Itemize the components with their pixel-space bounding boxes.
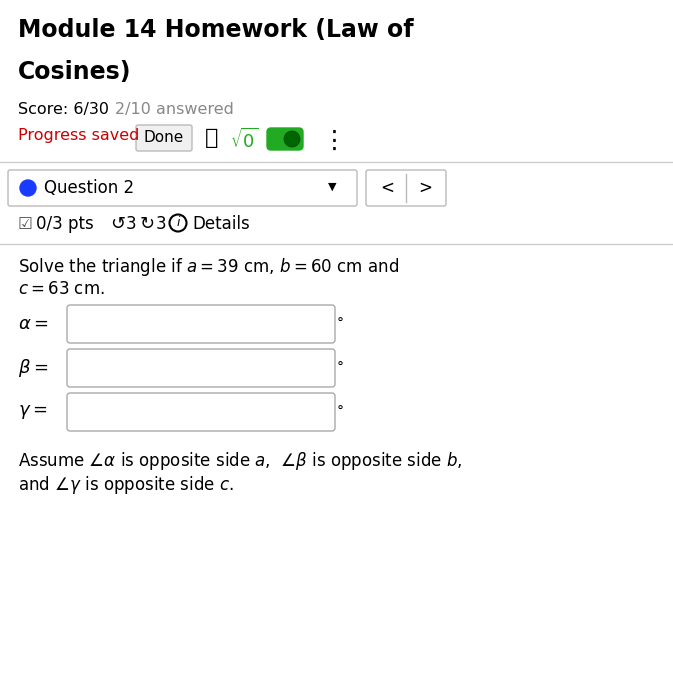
Text: >: >: [418, 179, 432, 197]
Text: 3: 3: [126, 215, 137, 233]
Text: $c = 63$ cm.: $c = 63$ cm.: [18, 280, 105, 298]
Circle shape: [20, 180, 36, 196]
Text: i: i: [176, 216, 180, 230]
Text: Solve the triangle if $a = 39$ cm, $b = 60$ cm and: Solve the triangle if $a = 39$ cm, $b = …: [18, 256, 399, 278]
FancyBboxPatch shape: [8, 170, 357, 206]
Text: 3: 3: [156, 215, 167, 233]
FancyBboxPatch shape: [67, 305, 335, 343]
Text: °: °: [337, 317, 344, 331]
FancyBboxPatch shape: [267, 128, 303, 150]
Text: Question 2: Question 2: [44, 179, 134, 197]
Text: ⋮: ⋮: [322, 129, 347, 153]
Text: $\beta =$: $\beta =$: [18, 357, 48, 379]
Text: ▼: ▼: [328, 182, 336, 192]
Text: $\gamma =$: $\gamma =$: [18, 403, 47, 421]
Text: ↻: ↻: [140, 215, 155, 233]
FancyBboxPatch shape: [67, 349, 335, 387]
Text: $\alpha =$: $\alpha =$: [18, 315, 48, 333]
Text: Score: 6/30: Score: 6/30: [18, 102, 109, 117]
Text: ↺: ↺: [110, 215, 125, 233]
Text: Progress saved: Progress saved: [18, 128, 139, 143]
Text: 2/10 answered: 2/10 answered: [115, 102, 234, 117]
Text: Details: Details: [192, 215, 250, 233]
Text: 0/3 pts: 0/3 pts: [36, 215, 94, 233]
Text: ☑: ☑: [18, 215, 33, 233]
FancyBboxPatch shape: [67, 393, 335, 431]
Text: Module 14 Homework (Law of: Module 14 Homework (Law of: [18, 18, 414, 42]
Text: <: <: [380, 179, 394, 197]
Text: Cosines): Cosines): [18, 60, 131, 84]
Text: °: °: [337, 405, 344, 419]
Text: Done: Done: [144, 130, 184, 146]
Text: ⎙: ⎙: [205, 128, 218, 148]
FancyBboxPatch shape: [136, 125, 192, 151]
FancyBboxPatch shape: [366, 170, 446, 206]
Text: $\sqrt{0}$: $\sqrt{0}$: [230, 128, 258, 152]
Text: and $\angle\gamma$ is opposite side $c$.: and $\angle\gamma$ is opposite side $c$.: [18, 474, 234, 496]
Circle shape: [284, 131, 300, 147]
Circle shape: [170, 214, 186, 232]
Text: Assume $\angle\alpha$ is opposite side $a$,  $\angle\beta$ is opposite side $b$,: Assume $\angle\alpha$ is opposite side $…: [18, 450, 462, 472]
Text: °: °: [337, 361, 344, 375]
